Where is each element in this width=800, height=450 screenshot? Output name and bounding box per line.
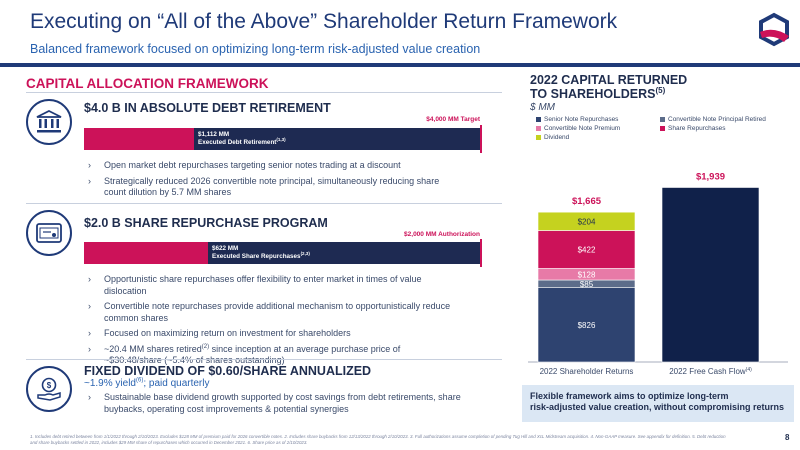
list-item: › Opportunistic share repurchases offer f… <box>88 274 422 296</box>
data-label: $422 <box>578 246 596 255</box>
category-label: 2022 Free Cash Flow(4) <box>669 367 752 376</box>
callout-box: Flexible framework aims to optimize long… <box>522 385 794 422</box>
repurchase-progress-fill <box>84 242 208 264</box>
legend-item: Convertible Note Principal Retired <box>660 116 766 123</box>
block-divider <box>26 359 502 360</box>
debt-bullets: › Open market debt repurchases targeting … <box>88 160 448 203</box>
footnote: 1. Includes debt retired between from 1/… <box>30 434 726 445</box>
data-label: $128 <box>578 270 596 279</box>
debt-target-label: $4,000 MM Target <box>426 116 480 123</box>
list-item: › ~20.4 MM shares retired(2) since incept… <box>88 343 401 366</box>
dividend-bullets: › Sustainable base dividend growth suppor… <box>88 392 468 419</box>
bar-segment <box>537 230 636 269</box>
svg-text:$: $ <box>47 381 52 390</box>
slide-subtitle: Balanced framework focused on optimizing… <box>30 42 481 56</box>
total-label: $1,939 <box>696 171 725 182</box>
debt-progress-fill <box>84 128 194 150</box>
dividend-hand-icon: $ <box>26 366 72 412</box>
data-label: $85 <box>580 280 594 289</box>
legend-item: Dividend <box>536 134 569 141</box>
bar-segment <box>537 287 636 363</box>
capital-returned-chart: $826 $85$128 $422 $204 $1,665 2022 Shareholde… <box>528 171 788 376</box>
section-divider <box>26 92 502 93</box>
chart-unit: $ MM <box>530 102 555 113</box>
debt-progress-label: $1,112 MM Executed Debt Retirement(1,3) <box>198 131 286 146</box>
bar-segment <box>537 211 636 231</box>
list-item: › Focused on maximizing return on investm… <box>88 328 351 338</box>
slide-title: Executing on “All of the Above” Sharehol… <box>30 10 618 33</box>
total-label: $1,665 <box>572 196 602 207</box>
header-divider <box>0 63 800 67</box>
list-item: › Strategically reduced 2026 convertible … <box>88 175 440 198</box>
debt-progress-bar: $1,112 MM Executed Debt Retirement(1,3) <box>84 125 482 153</box>
chart-title: 2022 CAPITAL RETURNED TO SHAREHOLDERS(5) <box>530 73 688 101</box>
legend-item: Senior Note Repurchases <box>536 116 618 123</box>
list-item: › Convertible note repurchases provide ad… <box>88 301 451 323</box>
legend-item: Convertible Note Premium <box>536 125 620 132</box>
block-divider <box>26 203 502 204</box>
debt-target-marker <box>480 125 482 153</box>
bar-segment <box>661 187 760 363</box>
data-label: $826 <box>578 321 596 330</box>
list-item: › Sustainable base dividend growth suppor… <box>88 392 461 414</box>
repurchase-progress-bar: $622 MM Executed Share Repurchases(2,3) <box>84 239 482 267</box>
dividend-heading: FIXED DIVIDEND OF $0.60/SHARE ANNUALIZED <box>84 364 372 378</box>
list-item: › Open market debt repurchases targeting … <box>88 160 401 170</box>
legend-item: Share Repurchases <box>660 125 725 132</box>
data-label: $204 <box>578 217 596 226</box>
page-number: 8 <box>785 433 790 442</box>
repurchase-target-label: $2,000 MM Authorization <box>404 231 480 238</box>
repurchase-bullets: › Opportunistic share repurchases offer f… <box>88 274 458 371</box>
repurchase-heading: $2.0 B SHARE REPURCHASE PROGRAM <box>84 216 328 230</box>
certificate-icon <box>26 210 72 256</box>
q-logo-icon <box>756 12 792 48</box>
debt-heading: $4.0 B IN ABSOLUTE DEBT RETIREMENT <box>84 101 331 115</box>
repurchase-target-marker <box>480 239 482 267</box>
chart-legend: Senior Note Repurchases Convertible Note… <box>536 116 786 156</box>
category-label: 2022 Shareholder Returns <box>540 367 634 376</box>
section-title: CAPITAL ALLOCATION FRAMEWORK <box>26 76 269 91</box>
repurchase-progress-label: $622 MM Executed Share Repurchases(2,3) <box>212 245 310 260</box>
dividend-yield: ~1.9% yield(6); paid quarterly <box>84 377 210 389</box>
bank-icon <box>26 99 72 145</box>
